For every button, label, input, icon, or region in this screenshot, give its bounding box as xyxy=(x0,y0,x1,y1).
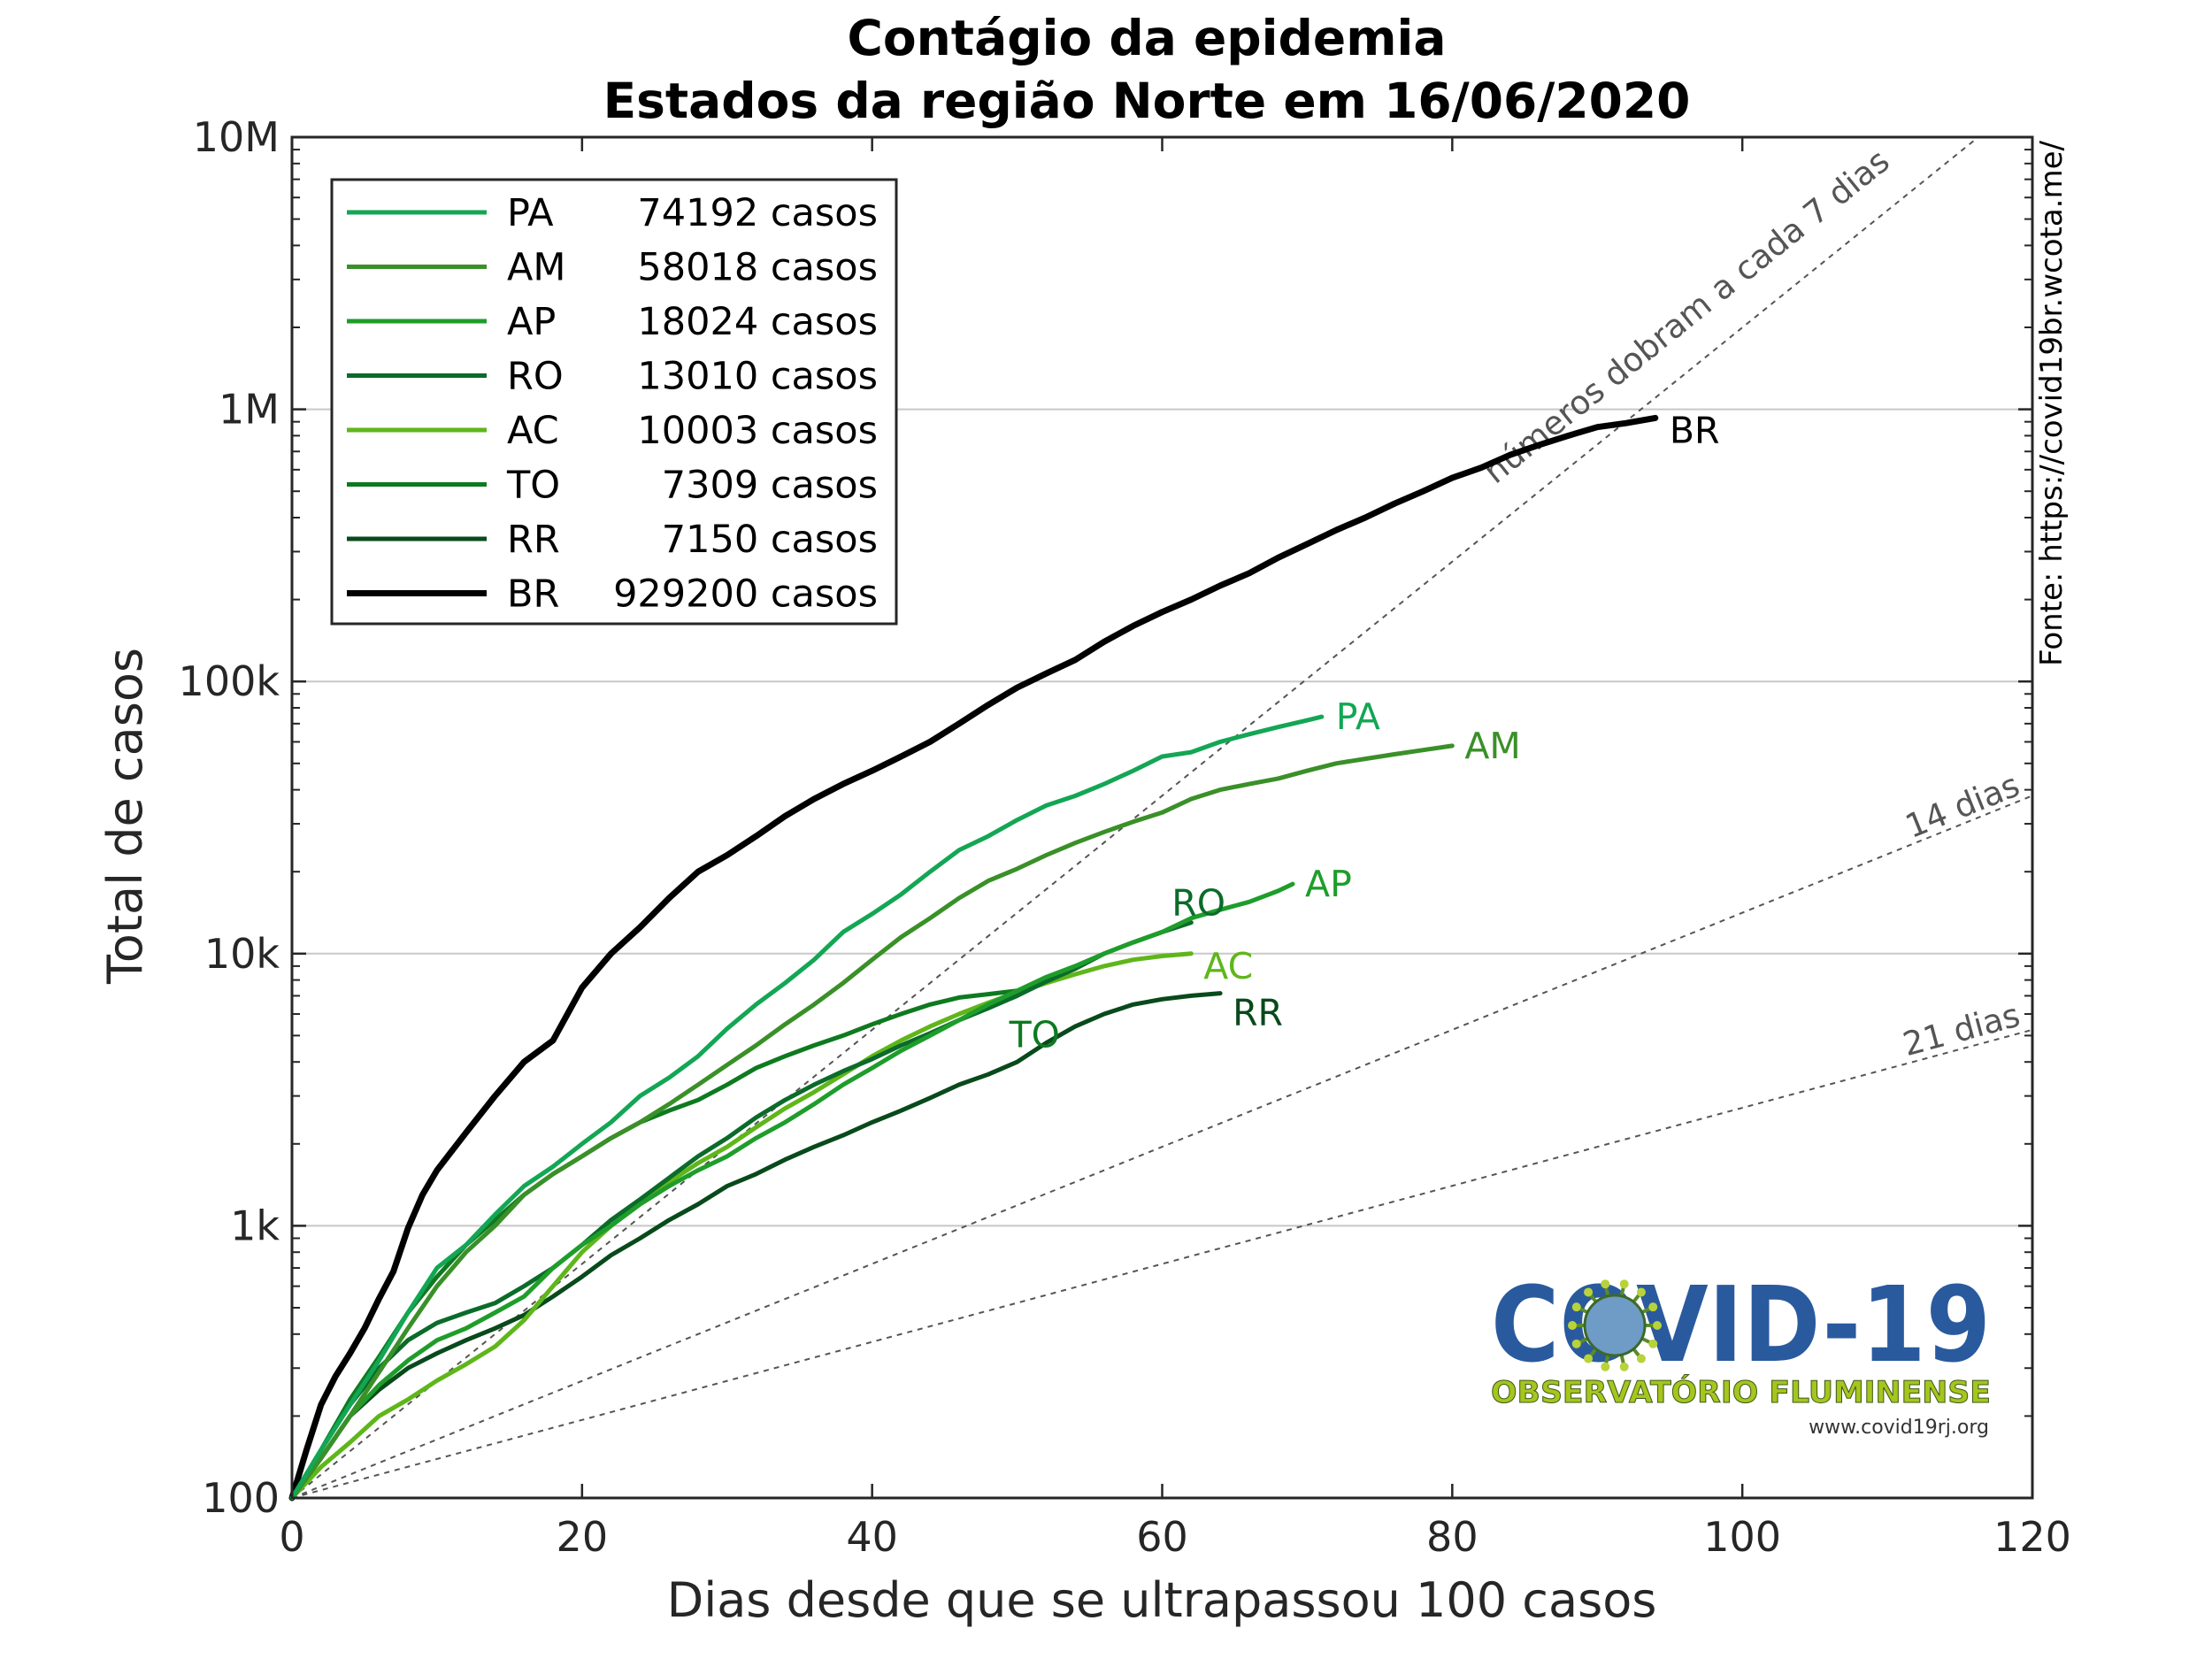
x-axis-label: Dias desde que se ultrapassou 100 casos xyxy=(667,1572,1657,1628)
series-end-label-ac: AC xyxy=(1203,945,1253,987)
virus-spike-tip xyxy=(1568,1321,1577,1330)
x-tick-label: 20 xyxy=(557,1513,609,1561)
y-tick-label: 10M xyxy=(193,113,280,161)
series-end-label-am: AM xyxy=(1464,725,1520,767)
virus-body xyxy=(1585,1295,1645,1356)
legend-name-am: AM xyxy=(507,246,566,290)
legend-name-ap: AP xyxy=(507,300,556,344)
virus-spike-tip xyxy=(1653,1321,1662,1330)
series-end-label-ro: RO xyxy=(1171,882,1225,925)
series-end-label-ap: AP xyxy=(1305,863,1352,905)
x-tick-label: 80 xyxy=(1426,1513,1479,1561)
logo-url: www.covid19rj.org xyxy=(1809,1417,1989,1439)
x-tick-label: 120 xyxy=(1993,1513,2071,1561)
legend-name-to: TO xyxy=(506,464,560,508)
virus-spike-tip xyxy=(1637,1287,1646,1296)
legend-value-br: 929200 casos xyxy=(613,572,878,617)
legend-name-ac: AC xyxy=(507,409,559,453)
legend: PA 74192 casos AM 58018 casos AP 18024 casos R… xyxy=(332,180,896,624)
virus-spike-tip xyxy=(1584,1355,1593,1363)
legend-value-pa: 74192 casos xyxy=(637,191,878,235)
legend-name-ro: RO xyxy=(507,355,564,399)
legend-value-ac: 10003 casos xyxy=(637,409,878,453)
x-tick-label: 40 xyxy=(846,1513,898,1561)
y-tick-label: 1k xyxy=(230,1202,280,1249)
source-text: Fonte: https://covid19br.wcota.me/ xyxy=(2034,140,2070,666)
chart-subtitle: Estados da região Norte em 16/06/2020 xyxy=(603,73,1691,129)
virus-spike-tip xyxy=(1620,1363,1629,1371)
virus-spike-tip xyxy=(1620,1279,1629,1288)
logo-subtitle: OBSERVATÓRIO FLUMINENSE xyxy=(1491,1374,1991,1410)
legend-value-ro: 13010 casos xyxy=(637,355,878,399)
series-end-label-pa: PA xyxy=(1336,695,1380,738)
legend-name-rr: RR xyxy=(507,518,560,562)
series-end-label-to: TO xyxy=(1009,1014,1060,1056)
y-tick-label: 100 xyxy=(202,1474,280,1522)
virus-spike-tip xyxy=(1601,1363,1609,1371)
series-end-label-br: BR xyxy=(1670,409,1720,451)
virus-spike-tip xyxy=(1601,1279,1609,1288)
legend-name-br: BR xyxy=(507,572,559,617)
y-axis-label: Total de casos xyxy=(97,648,153,985)
x-tick-label: 0 xyxy=(279,1513,304,1561)
legend-value-to: 7309 casos xyxy=(662,464,878,508)
legend-value-rr: 7150 casos xyxy=(662,518,878,562)
x-tick-label: 60 xyxy=(1136,1513,1188,1561)
virus-spike-tip xyxy=(1648,1302,1657,1311)
legend-value-am: 58018 casos xyxy=(637,246,878,290)
y-tick-label: 100k xyxy=(179,657,280,705)
y-tick-label: 1M xyxy=(219,386,280,434)
virus-spike-tip xyxy=(1572,1302,1581,1311)
virus-spike-tip xyxy=(1584,1287,1593,1296)
chart-title: Contágio da epidemia xyxy=(848,10,1447,66)
virus-spike-tip xyxy=(1637,1355,1646,1363)
logo-title: COVID-19 xyxy=(1491,1263,1991,1386)
y-tick-label: 10k xyxy=(204,930,280,978)
legend-name-pa: PA xyxy=(507,191,554,235)
series-end-label-rr: RR xyxy=(1233,992,1283,1034)
legend-value-ap: 18024 casos xyxy=(637,300,878,344)
x-tick-label: 100 xyxy=(1703,1513,1781,1561)
virus-spike-tip xyxy=(1648,1340,1657,1348)
virus-spike-tip xyxy=(1572,1340,1581,1348)
